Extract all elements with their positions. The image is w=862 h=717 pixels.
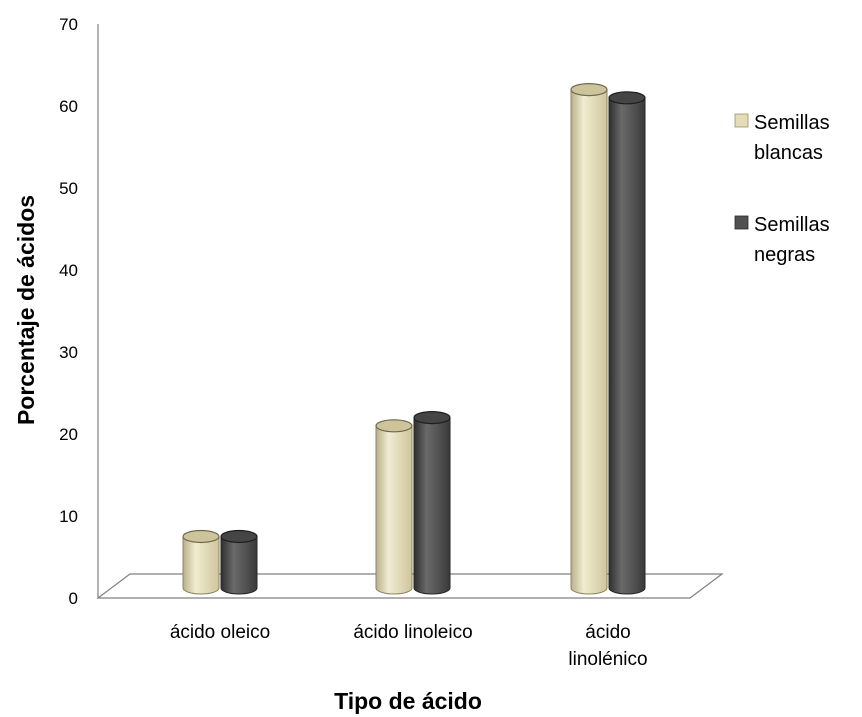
y-tick-label: 60 xyxy=(59,97,78,116)
y-tick-label: 30 xyxy=(59,343,78,362)
bar xyxy=(570,82,608,595)
x-tick-label: linolénico xyxy=(568,649,647,670)
bar-body xyxy=(375,425,413,595)
bar-body xyxy=(570,89,608,595)
bar xyxy=(220,529,258,595)
bar xyxy=(608,91,646,595)
chart-floor xyxy=(96,573,724,599)
bar-top xyxy=(375,419,413,433)
bar xyxy=(413,411,451,595)
bar-top xyxy=(182,529,220,544)
y-tick-label: 40 xyxy=(59,261,78,280)
legend-swatch xyxy=(734,215,749,230)
bar-top xyxy=(570,82,608,97)
bar-top xyxy=(608,91,646,105)
legend-label: Semillas xyxy=(754,112,830,134)
bar xyxy=(375,419,413,595)
x-tick-label: ácido xyxy=(585,622,630,643)
legend-swatch xyxy=(734,113,749,128)
bar-body xyxy=(413,417,451,595)
y-tick-label: 20 xyxy=(59,425,78,444)
y-axis-ticks: 0 10 20 30 40 50 60 70 xyxy=(59,15,78,608)
y-tick-label: 10 xyxy=(59,507,78,526)
x-tick-label: ácido linoleico xyxy=(353,622,472,643)
bar-body xyxy=(182,536,220,595)
x-tick-label: ácido oleico xyxy=(170,622,270,643)
bar-top xyxy=(413,411,451,425)
legend-label: negras xyxy=(754,244,815,266)
legend-label: blancas xyxy=(754,142,823,164)
legend: Semillas blancas Semillas negras xyxy=(734,112,830,266)
y-tick-label: 70 xyxy=(59,15,78,34)
y-tick-label: 0 xyxy=(69,589,78,608)
x-axis-title: Tipo de ácido xyxy=(334,688,482,714)
y-tick-label: 50 xyxy=(59,179,78,198)
bar xyxy=(182,529,220,595)
y-axis-title: Porcentaje de ácidos xyxy=(13,195,39,425)
legend-label: Semillas xyxy=(754,214,830,236)
bar-top xyxy=(220,529,258,544)
bar-body xyxy=(220,536,258,595)
bars xyxy=(182,82,646,595)
x-axis-tick-labels: ácido oleico ácido linoleico ácido linoléni… xyxy=(170,622,648,670)
bar-body xyxy=(608,97,646,595)
